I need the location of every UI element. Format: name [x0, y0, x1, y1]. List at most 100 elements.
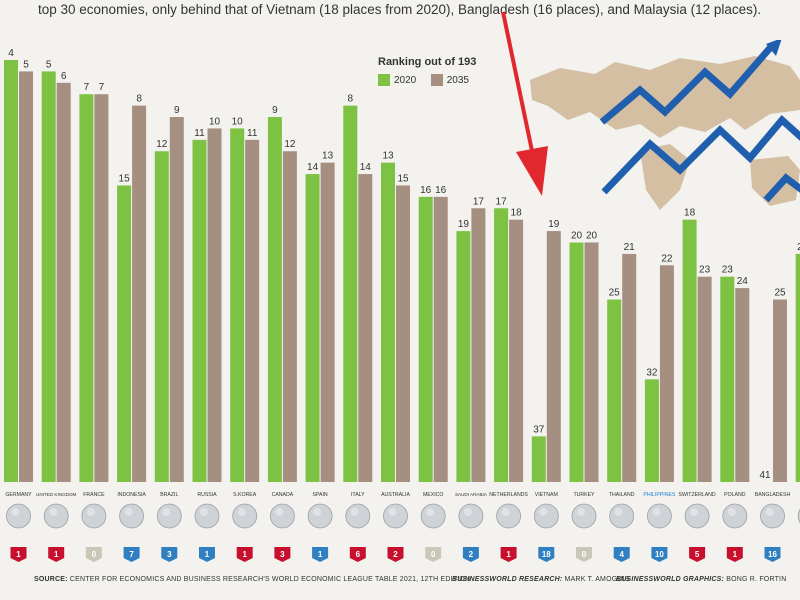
label-2020-australia: 13 — [382, 151, 394, 162]
label-2020-vietnam: 37 — [533, 424, 545, 435]
label-2035-poland: 24 — [737, 276, 749, 287]
change-value-s-korea: 1 — [242, 550, 247, 559]
change-badge-poland: 1 — [726, 547, 743, 562]
change-value-thailand: 4 — [619, 550, 624, 559]
label-2035-saudi-arabia: 17 — [473, 196, 485, 207]
change-badge-spain: 1 — [312, 547, 329, 562]
label-2020-france: 7 — [84, 82, 90, 93]
change-value-australia: 2 — [393, 550, 398, 559]
change-value-italy: 6 — [356, 550, 361, 559]
category-label-thailand: THAILAND — [609, 492, 635, 498]
bar-2020-philippines — [644, 379, 659, 482]
bar-2035-vietnam — [546, 231, 561, 482]
bar-2020-spain — [305, 174, 320, 482]
change-value-spain: 1 — [318, 550, 323, 559]
flag-indonesia-icon — [119, 503, 145, 529]
bar-2020-poland — [720, 276, 735, 482]
category-label-saudi-arabia: SAUDI ARABIA — [455, 492, 488, 497]
change-value-indonesia: 7 — [129, 550, 134, 559]
bar-2035-saudi-arabia — [471, 208, 486, 482]
change-value-united-kingdom: 1 — [54, 550, 59, 559]
label-2035-united-kingdom: 6 — [61, 71, 67, 82]
flag-united-kingdom-icon — [43, 503, 69, 529]
intro-text-bar: top 30 economies, only behind that of Vi… — [0, 0, 800, 28]
label-2020-united-kingdom: 5 — [46, 59, 52, 70]
label-2020-canada: 9 — [272, 105, 278, 116]
bar-2020-thailand — [607, 299, 622, 482]
label-2035-s-korea: 11 — [247, 128, 258, 139]
category-label-vietnam: VIETNAM — [535, 492, 558, 498]
world-map-graphic — [530, 40, 800, 210]
bar-2035-italy — [358, 174, 373, 482]
bar-2020-netherlands — [494, 208, 509, 482]
bar-2020-turkey — [569, 242, 584, 482]
legend-swatch-2020 — [378, 74, 390, 86]
label-2035-italy: 14 — [360, 162, 372, 173]
label-2020-poland: 23 — [722, 265, 734, 276]
footer-graphics-label: BUSINESSWORLD GRAPHICS: — [616, 576, 725, 583]
label-2020-philippines: 32 — [646, 367, 658, 378]
bar-2035-germany — [19, 71, 33, 483]
category-label-poland: POLAND — [724, 492, 746, 498]
label-2020-brazil: 12 — [156, 139, 168, 150]
flag-canada-icon — [269, 503, 295, 529]
label-2035-germany: 5 — [23, 59, 29, 70]
change-value-brazil: 3 — [167, 550, 172, 559]
category-label-indonesia: INDONESIA — [117, 492, 146, 498]
bar-2035-s-korea — [245, 139, 260, 483]
bar-2020-taiwan — [795, 253, 800, 482]
footer-research-label: BUSINESSWORLD RESEARCH: — [452, 576, 563, 583]
label-2020-bangladesh: 41 — [759, 470, 771, 481]
change-badge-saudi-arabia: 2 — [462, 547, 479, 562]
flag-brazil-icon — [156, 503, 182, 529]
bar-2020-italy — [343, 105, 358, 483]
change-badge-russia: 1 — [199, 547, 215, 562]
bar-2035-australia — [396, 185, 410, 482]
bar-2035-canada — [282, 151, 297, 483]
label-2020-russia: 11 — [194, 128, 205, 139]
flag-saudi-arabia-icon — [458, 503, 484, 529]
label-2035-turkey: 20 — [586, 230, 598, 241]
flag-vietnam-icon — [533, 503, 559, 529]
label-2020-spain: 14 — [307, 162, 319, 173]
bar-2035-mexico — [433, 196, 448, 482]
flag-spain-icon — [307, 503, 333, 529]
label-2020-netherlands: 17 — [496, 196, 508, 207]
change-value-vietnam: 18 — [542, 550, 551, 559]
flag-france-icon — [81, 503, 107, 529]
flag-poland-icon — [722, 503, 748, 529]
footer-research-text: MARK T. AMOGUIS — [564, 576, 630, 583]
change-value-switzerland: 5 — [695, 550, 700, 559]
bar-2020-united-kingdom — [41, 71, 56, 483]
bar-2020-australia — [381, 162, 395, 482]
bar-2035-thailand — [622, 253, 637, 482]
label-2035-indonesia: 8 — [136, 94, 142, 105]
flag-mexico-icon — [420, 503, 446, 529]
category-label-turkey: TURKEY — [573, 492, 595, 498]
legend-item-2020: 2020 — [378, 74, 416, 86]
label-2020-thailand: 25 — [609, 288, 621, 299]
label-2035-switzerland: 23 — [699, 265, 711, 276]
chart-legend: Ranking out of 193 2020 2035 — [378, 56, 498, 91]
bar-2020-indonesia — [117, 185, 132, 482]
change-value-canada: 3 — [280, 550, 285, 559]
legend-swatch-2035 — [430, 74, 443, 86]
change-value-netherlands: 1 — [506, 550, 511, 559]
bar-2035-poland — [735, 288, 750, 482]
red-pointer-arrow-head — [516, 146, 548, 196]
category-label-s-korea: S.KOREA — [233, 492, 257, 498]
trend-line-upper — [599, 45, 773, 125]
change-badge-france: 0 — [85, 547, 102, 562]
flag-switzerland-icon — [684, 503, 710, 529]
change-value-bangladesh: 16 — [768, 550, 777, 559]
change-value-france: 0 — [92, 550, 97, 559]
bar-2035-switzerland — [697, 276, 712, 482]
bar-2035-netherlands — [509, 219, 524, 483]
change-badge-germany: 1 — [10, 547, 27, 562]
label-2035-russia: 10 — [209, 116, 221, 127]
flag-netherlands-icon — [496, 503, 522, 529]
change-value-saudi-arabia: 2 — [469, 550, 474, 559]
label-2020-turkey: 20 — [571, 230, 583, 241]
flag-thailand-icon — [609, 503, 635, 529]
